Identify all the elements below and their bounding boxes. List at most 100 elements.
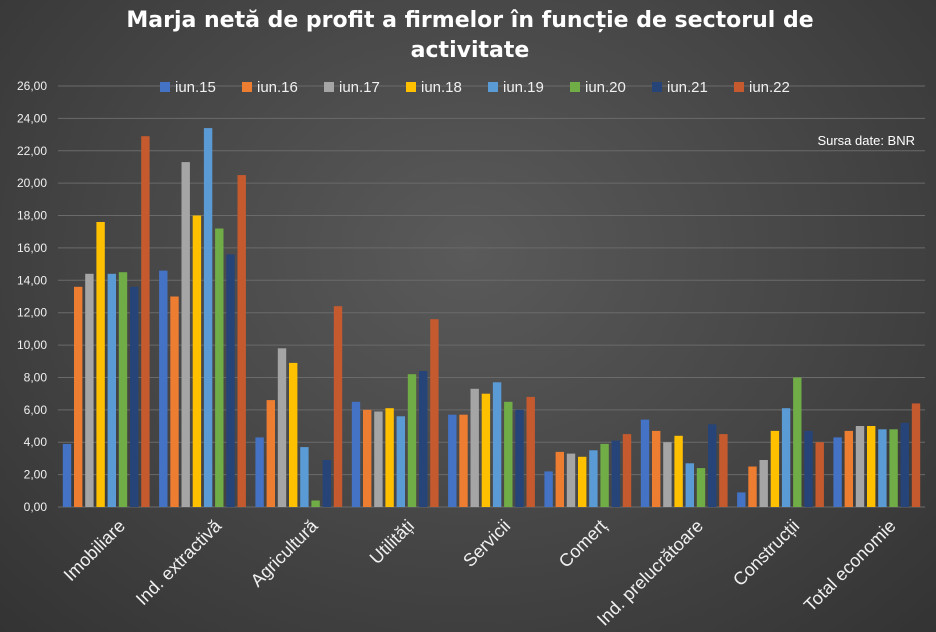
- legend-swatch: [488, 82, 498, 92]
- bar: [62, 443, 72, 507]
- bar: [203, 128, 213, 507]
- bar: [622, 434, 632, 507]
- bar: [589, 450, 598, 507]
- bar: [696, 468, 706, 507]
- legend-swatch: [242, 82, 252, 92]
- bar: [685, 463, 694, 507]
- legend-swatch: [570, 82, 580, 92]
- legend-swatch: [406, 82, 416, 92]
- legend-swatch: [324, 82, 334, 92]
- y-tick-label: 8,00: [24, 370, 48, 384]
- bar: [867, 426, 876, 507]
- bar: [118, 272, 128, 507]
- bar: [289, 362, 298, 507]
- bar: [515, 409, 524, 507]
- source-note: Sursa date: BNR: [817, 133, 915, 148]
- x-tick-label: Ind. prelucrătoare: [593, 516, 707, 630]
- bar: [215, 228, 224, 507]
- bar: [470, 388, 479, 507]
- legend-label: iun.19: [503, 79, 544, 96]
- bar: [889, 429, 898, 507]
- x-tick-label: Servicii: [459, 516, 514, 571]
- bar: [504, 401, 513, 508]
- y-tick-label: 18,00: [17, 209, 47, 223]
- bar: [322, 460, 331, 507]
- bar: [237, 175, 246, 507]
- bar: [793, 377, 802, 507]
- bar: [130, 286, 139, 507]
- x-tick-label: Imobiliare: [60, 516, 129, 585]
- bar: [107, 273, 116, 507]
- y-tick-label: 12,00: [17, 306, 47, 320]
- bar: [170, 296, 179, 507]
- y-tick-label: 4,00: [24, 435, 48, 449]
- bar: [770, 430, 780, 507]
- x-tick-label: Agricultură: [247, 515, 323, 591]
- x-tick-label: Utilități: [366, 516, 418, 568]
- x-tick-label: Construcții: [729, 516, 803, 590]
- bar: [333, 306, 343, 507]
- bar: [804, 430, 813, 507]
- bar: [878, 429, 887, 507]
- bar: [459, 414, 468, 507]
- bar: [181, 162, 190, 507]
- bar: [663, 442, 672, 507]
- bar: [526, 396, 535, 507]
- bar: [385, 408, 394, 507]
- bar: [85, 273, 94, 507]
- y-tick-label: 16,00: [17, 241, 47, 255]
- bar: [640, 419, 650, 507]
- legend-label: iun.17: [339, 79, 380, 96]
- y-tick-label: 6,00: [24, 403, 48, 417]
- bar: [719, 434, 728, 507]
- legend-label: iun.16: [257, 79, 298, 96]
- bar: [911, 403, 921, 507]
- y-tick-label: 22,00: [17, 144, 47, 158]
- legend-label: iun.22: [749, 79, 790, 96]
- bar: [781, 408, 791, 507]
- bar: [192, 215, 202, 507]
- legend-label: iun.18: [421, 79, 462, 96]
- bar: [266, 400, 275, 507]
- bar: [226, 254, 235, 507]
- chart-title-line1: Marja netă de profit a firmelor în funcț…: [126, 8, 813, 33]
- bar: [611, 440, 620, 507]
- bar: [578, 456, 587, 507]
- bar: [96, 222, 105, 507]
- bar: [300, 447, 309, 507]
- bar: [492, 382, 502, 507]
- y-tick-label: 26,00: [17, 79, 47, 93]
- y-axis: 0,00 2,00 4,00 6,00 8,00 10,00 12,00 14,00 16,00…: [17, 79, 47, 514]
- legend-label: iun.20: [585, 79, 626, 96]
- bar: [430, 319, 439, 507]
- bar: [407, 374, 417, 507]
- bar: [748, 466, 757, 507]
- bar: [363, 409, 372, 507]
- bar: [652, 430, 661, 507]
- y-tick-label: 2,00: [24, 468, 48, 482]
- bar: [737, 492, 746, 507]
- bar: [566, 453, 576, 507]
- bar: [833, 437, 842, 507]
- bar: [311, 500, 320, 507]
- bar: [255, 437, 264, 507]
- bar: [448, 414, 457, 507]
- bar: [351, 401, 361, 508]
- y-tick-label: 0,00: [24, 500, 48, 514]
- bar: [159, 270, 168, 507]
- legend-swatch: [652, 82, 662, 92]
- bar: [844, 430, 853, 507]
- bars-layer: [62, 128, 921, 508]
- y-tick-label: 14,00: [17, 273, 47, 287]
- bar: [141, 136, 150, 507]
- legend-label: iun.21: [667, 79, 708, 96]
- bar: [708, 424, 717, 507]
- y-tick-label: 10,00: [17, 338, 47, 352]
- bar: [544, 471, 553, 507]
- bar: [855, 426, 865, 507]
- y-tick-label: 24,00: [17, 111, 47, 125]
- bar: [419, 371, 428, 507]
- bar: [555, 451, 564, 507]
- bar: [674, 435, 683, 507]
